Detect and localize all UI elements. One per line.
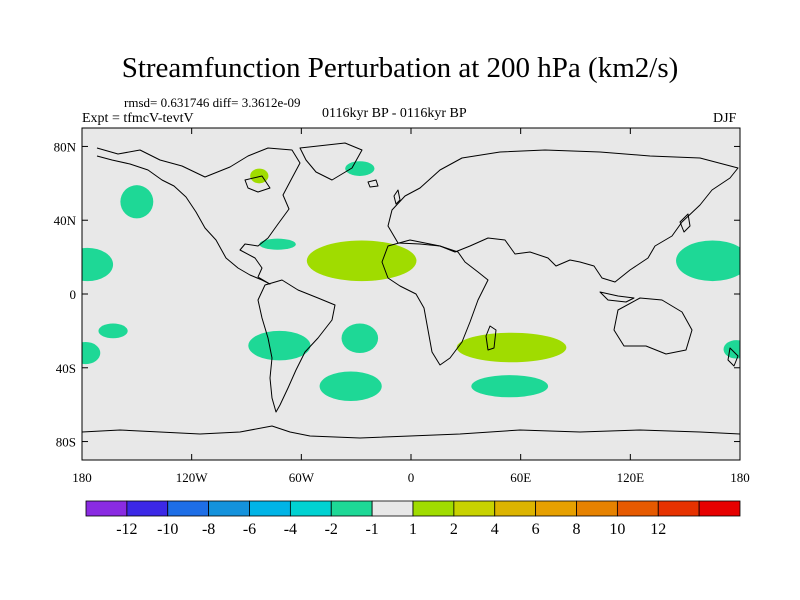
lon-tick-label: 180: [730, 470, 750, 485]
lat-axis: 80N 40N 0 40S 80S: [54, 139, 740, 450]
anomaly-region-negative: [98, 323, 128, 339]
coastline-new-zealand: [727, 347, 739, 367]
colorbar-label: -1: [365, 521, 378, 538]
anomaly-region-negative: [723, 340, 740, 359]
colorbar-swatch: [249, 500, 291, 517]
coastline-japan: [679, 213, 691, 233]
colorbar-swatch: [657, 500, 700, 517]
colorbar-swatch: [535, 500, 577, 517]
lat-tick-label: 0: [70, 287, 77, 302]
map-background: [82, 128, 740, 460]
colorbar-label: -8: [202, 521, 215, 538]
coastline-eurasia: [387, 149, 739, 283]
anomaly-region-negative: [345, 161, 375, 176]
colorbar-swatch: [412, 500, 455, 517]
anomaly-region-negative: [248, 330, 311, 361]
colorbar-swatch: [167, 500, 210, 517]
coastline-hudson-bay: [244, 175, 271, 193]
colorbar-label: 12: [650, 521, 666, 538]
coastline-africa: [381, 239, 489, 366]
chart-title: Streamfunction Perturbation at 200 hPa (…: [121, 52, 679, 84]
colorbar-label: 4: [491, 521, 499, 538]
coastline-madagascar: [485, 325, 497, 351]
colorbar: -12 -10 -8 -6 -4 -2 -1 1 2 4 6 8 10 12: [85, 500, 741, 538]
anomaly-region-negative: [341, 323, 379, 354]
lon-tick-label: 180: [72, 470, 92, 485]
season-label: DJF: [713, 111, 737, 126]
stats-text: rmsd= 0.631746 diff= 3.3612e-09: [124, 95, 301, 110]
colorbar-swatch: [494, 500, 537, 517]
lon-tick-label: 120E: [617, 470, 645, 485]
colorbar-label: 2: [450, 521, 458, 538]
lon-axis: 180 120W 60W 0 60E 120E 180: [72, 128, 750, 485]
anomaly-region-negative: [471, 375, 549, 398]
colorbar-swatch: [85, 500, 128, 517]
colorbar-label: -6: [243, 521, 256, 538]
colorbar-swatch: [371, 500, 414, 517]
colorbar-label: -2: [325, 521, 338, 538]
colorbar-label: 1: [409, 521, 417, 538]
colorbar-swatch: [453, 500, 496, 517]
coastline-north-america: [96, 147, 301, 285]
coastline-greenland: [299, 142, 363, 181]
coastline-uk: [393, 189, 401, 205]
colorbar-label: -10: [157, 521, 178, 538]
colorbar-label: -4: [284, 521, 297, 538]
coastline-iceland: [367, 179, 379, 188]
colorbar-label: 6: [532, 521, 540, 538]
lat-tick-label: 80S: [56, 435, 76, 450]
lat-tick-label: 40S: [56, 361, 76, 376]
anomaly-region-negative: [676, 240, 740, 282]
anomaly-region-negative: [259, 238, 296, 250]
lon-tick-label: 60W: [289, 470, 315, 485]
coastlines: [82, 142, 740, 439]
colorbar-swatch: [616, 500, 659, 517]
colorbar-label: -12: [116, 521, 137, 538]
anomaly-region-negative: [82, 247, 114, 282]
colorbar-swatch: [126, 500, 169, 517]
coastline-south-america: [257, 279, 336, 413]
colorbar-swatch: [698, 500, 741, 517]
lat-tick-label: 40N: [54, 213, 77, 228]
experiment-label: Expt = tfmcV-tevtV: [82, 111, 194, 126]
anomaly-region-positive: [306, 240, 417, 282]
colorbar-swatch: [576, 500, 618, 517]
colorbar-label: 8: [573, 521, 581, 538]
colorbar-label: 10: [609, 521, 625, 538]
colorbar-swatch: [289, 500, 332, 517]
colorbar-swatch: [330, 500, 373, 517]
lon-tick-label: 120W: [176, 470, 209, 485]
anomaly-region-positive: [456, 332, 567, 363]
anomaly-regions: [82, 161, 740, 401]
colorbar-swatch: [208, 500, 250, 517]
anomaly-region-negative: [120, 185, 154, 219]
anomaly-region-negative: [82, 341, 101, 365]
coastline-indonesia: [599, 291, 635, 303]
lat-tick-label: 80N: [54, 139, 77, 154]
coastline-antarctica: [82, 425, 740, 439]
coastline-australia: [613, 297, 693, 355]
period-label: 0116kyr BP - 0116kyr BP: [322, 106, 467, 121]
lon-tick-label: 60E: [510, 470, 531, 485]
anomaly-region-negative: [319, 371, 382, 401]
lon-tick-label: 0: [408, 470, 415, 485]
